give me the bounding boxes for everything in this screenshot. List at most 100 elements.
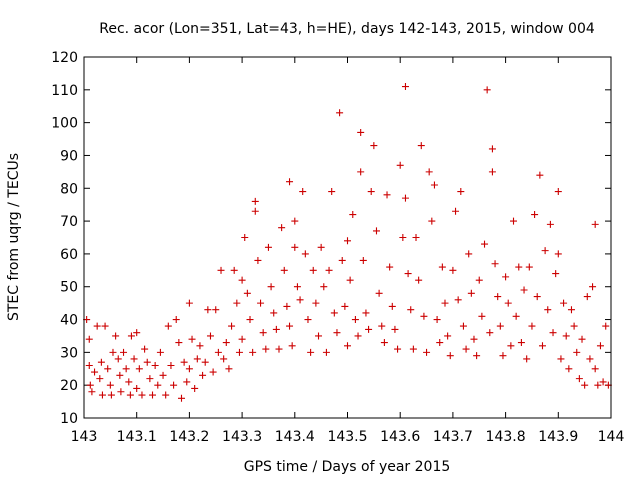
data-points — [83, 83, 612, 402]
y-tick-label: 10 — [60, 411, 78, 427]
data-point — [283, 302, 291, 310]
data-point — [146, 375, 154, 383]
data-point — [220, 355, 228, 363]
data-point — [570, 322, 578, 330]
data-point — [96, 375, 104, 383]
data-point — [409, 345, 417, 353]
data-point — [488, 145, 496, 153]
data-point — [523, 355, 531, 363]
data-point — [575, 375, 583, 383]
data-point — [286, 178, 294, 186]
data-point — [425, 168, 433, 176]
data-point — [230, 266, 238, 274]
data-point — [554, 250, 562, 258]
data-point — [459, 322, 467, 330]
data-point — [401, 194, 409, 202]
data-point — [351, 316, 359, 324]
data-point — [467, 289, 475, 297]
data-point — [170, 381, 178, 389]
data-point — [436, 339, 444, 347]
data-point — [120, 348, 128, 356]
y-tick: 100 — [51, 116, 611, 132]
data-point — [278, 224, 286, 232]
chart-title: Rec. acor (Lon=351, Lat=43, h=HE), days … — [99, 21, 595, 37]
data-point — [357, 128, 365, 136]
data-point — [354, 332, 362, 340]
data-point — [149, 391, 157, 399]
data-point — [346, 276, 354, 284]
data-point — [307, 348, 315, 356]
x-tick-label: 143.1 — [117, 429, 157, 445]
data-point — [199, 371, 207, 379]
data-point — [357, 168, 365, 176]
data-point — [286, 322, 294, 330]
data-point — [125, 378, 133, 386]
y-tick: 30 — [60, 345, 611, 361]
data-point — [191, 384, 199, 392]
data-point — [412, 234, 420, 241]
data-point — [552, 270, 560, 278]
data-point — [143, 358, 151, 366]
data-point — [126, 391, 134, 399]
x-tick-label: 143 — [71, 429, 98, 445]
x-tick: 143.9 — [538, 57, 578, 445]
data-point — [251, 207, 259, 215]
data-point — [151, 361, 159, 369]
data-point — [581, 381, 589, 389]
data-point — [589, 283, 597, 291]
data-point — [91, 368, 99, 376]
data-point — [586, 355, 594, 363]
data-point — [241, 234, 249, 241]
data-point — [394, 345, 402, 353]
data-point — [291, 243, 299, 251]
data-point — [85, 335, 93, 343]
x-axis-ticks: 143 143.1 143.2 143.3 143.4 143.5 143.6 143.7 14… — [71, 57, 625, 445]
data-point — [499, 352, 507, 360]
x-tick-label: 143.2 — [169, 429, 209, 445]
data-point — [114, 355, 122, 363]
y-axis-label: STEC from uqrg / TECUs — [6, 153, 22, 321]
data-point — [104, 365, 112, 373]
data-point — [528, 322, 536, 330]
data-point — [312, 299, 320, 307]
data-point — [172, 316, 180, 324]
data-point — [372, 227, 380, 235]
data-point — [185, 365, 193, 373]
data-point — [217, 266, 225, 274]
x-axis-label: GPS time / Days of year 2015 — [244, 459, 451, 475]
y-tick: 50 — [60, 280, 611, 296]
data-point — [444, 332, 452, 340]
data-point — [288, 342, 296, 350]
data-point — [238, 335, 246, 343]
data-point — [562, 332, 570, 340]
data-point — [512, 312, 520, 320]
data-point — [164, 322, 172, 330]
data-point — [328, 188, 336, 196]
y-tick: 90 — [60, 148, 611, 164]
data-point — [491, 260, 499, 268]
x-tick: 143.1 — [117, 57, 157, 445]
data-point — [573, 348, 581, 356]
data-point — [404, 270, 412, 278]
data-point — [546, 220, 554, 228]
data-point — [133, 329, 141, 337]
data-point — [130, 355, 138, 363]
data-point — [531, 211, 539, 219]
data-point — [159, 371, 167, 379]
x-tick-label: 143.3 — [222, 429, 262, 445]
data-point — [98, 391, 106, 399]
x-tick-label: 143.5 — [327, 429, 367, 445]
data-point — [86, 381, 94, 389]
data-point — [272, 325, 280, 333]
x-tick-label: 144 — [598, 429, 625, 445]
data-point — [85, 361, 93, 369]
data-point — [238, 276, 246, 284]
data-point — [97, 358, 105, 366]
x-tick-label: 143.7 — [433, 429, 473, 445]
data-point — [417, 142, 425, 150]
data-point — [502, 273, 510, 281]
data-point — [602, 322, 610, 330]
data-point — [541, 247, 549, 255]
data-point — [415, 276, 423, 284]
data-point — [177, 394, 185, 402]
